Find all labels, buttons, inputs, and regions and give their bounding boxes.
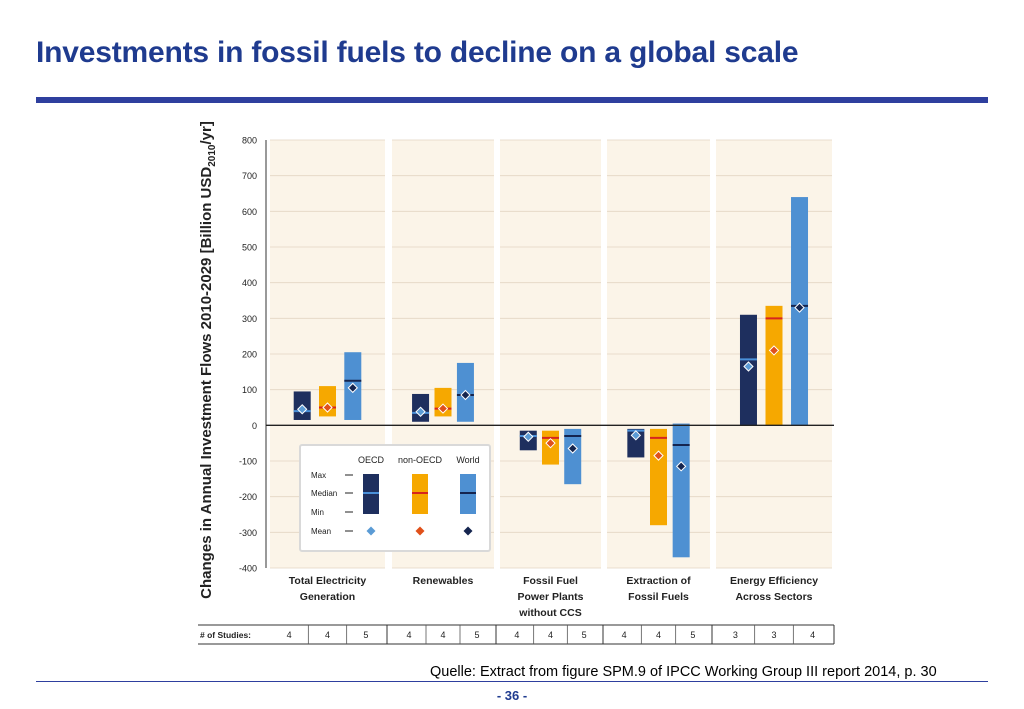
- title-divider: [36, 97, 988, 103]
- mean-marker-oecd: [296, 404, 308, 415]
- studies-count: 4: [548, 630, 553, 640]
- studies-count: 4: [325, 630, 330, 640]
- studies-count: 4: [440, 630, 445, 640]
- category-label: Power Plants: [518, 591, 584, 603]
- studies-count: 5: [363, 630, 368, 640]
- category-label: Extraction of: [626, 575, 691, 587]
- studies-count: 5: [474, 630, 479, 640]
- category-label: Generation: [300, 591, 355, 603]
- legend-box: [299, 444, 491, 552]
- studies-label: # of Studies:: [200, 630, 251, 640]
- y-tick-label: -200: [239, 492, 257, 502]
- studies-count: 4: [514, 630, 519, 640]
- mean-marker-non-oecd: [768, 345, 780, 356]
- y-axis-label: Changes in Annual Investment Flows 2010-…: [198, 121, 218, 599]
- category-label: Fossil Fuels: [628, 591, 689, 603]
- bar-world: [564, 428, 582, 485]
- studies-count: 4: [622, 630, 627, 640]
- category-label: without CCS: [518, 607, 581, 619]
- y-tick-label: 700: [242, 171, 257, 181]
- studies-count: 5: [582, 630, 587, 640]
- bar-world: [672, 423, 690, 558]
- legend-row-label: Min: [311, 508, 324, 517]
- mean-marker-non-oecd: [545, 437, 556, 449]
- mean-marker-world: [460, 389, 471, 401]
- y-tick-label: -400: [239, 564, 257, 574]
- bar-non-oecd: [765, 305, 783, 426]
- studies-count: 4: [810, 630, 815, 640]
- mean-marker-oecd: [415, 406, 426, 417]
- bar-non-oecd: [319, 386, 336, 417]
- mean-marker-oecd: [630, 430, 642, 441]
- category-label: Total Electricity: [289, 575, 367, 587]
- category-label: Energy Efficiency: [730, 575, 818, 587]
- legend-row-label: Max: [311, 471, 326, 480]
- studies-count: 4: [656, 630, 661, 640]
- footer-divider: [36, 681, 988, 682]
- y-tick-label: 600: [242, 207, 257, 217]
- mean-marker-non-oecd: [437, 403, 449, 414]
- y-axis-label-suffix: /yr]: [198, 121, 215, 144]
- studies-count: 3: [733, 630, 738, 640]
- slide-title: Investments in fossil fuels to decline o…: [36, 36, 799, 69]
- legend-entry-label: World: [456, 455, 479, 465]
- y-tick-label: -300: [239, 528, 257, 538]
- legend-row-label: Mean: [311, 527, 331, 536]
- category-label: Across Sectors: [735, 591, 812, 603]
- source-citation: Quelle: Extract from figure SPM.9 of IPC…: [430, 664, 937, 680]
- legend-row-label: Median: [311, 489, 337, 498]
- legend-entry-label: OECD: [358, 455, 385, 465]
- mean-marker-non-oecd: [653, 450, 664, 461]
- y-tick-label: 800: [242, 136, 257, 146]
- studies-count: 4: [287, 630, 292, 640]
- y-tick-label: 200: [242, 350, 257, 360]
- y-tick-label: 400: [242, 278, 257, 288]
- studies-count: 5: [690, 630, 695, 640]
- y-tick-label: 0: [252, 421, 257, 431]
- mean-marker-world: [567, 443, 578, 454]
- studies-count: 4: [406, 630, 411, 640]
- mean-marker-oecd: [523, 431, 534, 442]
- mean-marker-world: [794, 302, 805, 313]
- y-axis-label-subscript: 2010: [207, 144, 218, 167]
- y-tick-label: 100: [242, 385, 257, 395]
- bar-non-oecd: [650, 428, 667, 526]
- page-number: - 36 -: [496, 688, 528, 703]
- mean-marker-oecd: [743, 361, 754, 372]
- mean-marker-world: [675, 461, 687, 472]
- mean-marker-world: [347, 382, 359, 394]
- y-tick-label: 500: [242, 243, 257, 253]
- y-tick-label: 300: [242, 314, 257, 324]
- studies-count: 3: [771, 630, 776, 640]
- legend-entry-label: non-OECD: [398, 455, 443, 465]
- category-label: Renewables: [413, 575, 474, 587]
- mean-marker-non-oecd: [322, 402, 333, 413]
- legend-mean: [366, 526, 376, 536]
- legend-mean: [415, 526, 425, 536]
- y-tick-label: -100: [239, 457, 257, 467]
- legend-mean: [463, 526, 473, 536]
- category-label: Fossil Fuel: [523, 575, 578, 587]
